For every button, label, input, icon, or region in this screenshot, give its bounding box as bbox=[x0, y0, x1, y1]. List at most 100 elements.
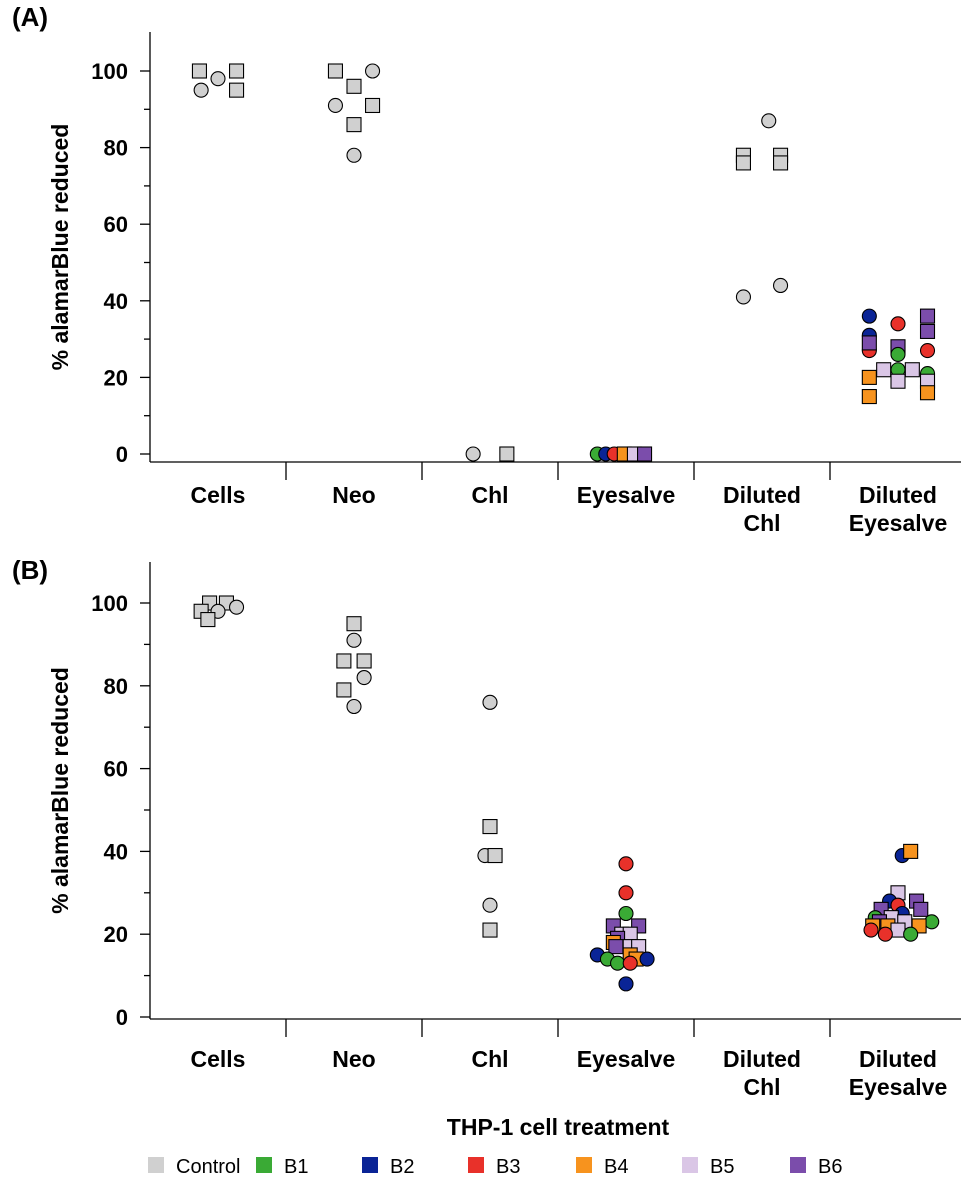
x-tick-label: Diluted Eyesalve bbox=[849, 1046, 947, 1100]
x-axis-label: THP-1 cell treatment bbox=[447, 1114, 670, 1140]
data-point-circle bbox=[618, 856, 634, 872]
x-tick-label: Diluted Eyesalve bbox=[849, 482, 947, 536]
legend-label: B3 bbox=[496, 1156, 520, 1178]
data-point-square bbox=[861, 369, 877, 385]
legend-label: B4 bbox=[604, 1156, 628, 1178]
data-point-square bbox=[346, 117, 362, 133]
data-point-square bbox=[229, 82, 245, 98]
legend-swatch bbox=[256, 1157, 272, 1173]
data-point-square bbox=[876, 362, 892, 378]
x-tick-label: Chl bbox=[471, 482, 508, 508]
x-tick-label: Chl bbox=[471, 1046, 508, 1072]
legend: Control B1 B2 B3 B4 B5 B6 bbox=[148, 1156, 842, 1178]
y-tick-label: 60 bbox=[104, 757, 128, 782]
legend-swatch bbox=[148, 1157, 164, 1173]
legend-item: B2 bbox=[362, 1156, 414, 1178]
data-point-circle bbox=[482, 897, 498, 913]
data-point-circle bbox=[877, 926, 893, 942]
data-point-circle bbox=[761, 113, 777, 129]
data-point-circle bbox=[365, 63, 381, 79]
data-point-square bbox=[913, 901, 929, 917]
x-tick-label: Eyesalve bbox=[577, 482, 675, 508]
panel-b: (B) 0 20 40 60 80 100 % alamarBlue reduced Cells… bbox=[12, 555, 961, 1100]
legend-label: B6 bbox=[818, 1156, 842, 1178]
data-point-square bbox=[336, 682, 352, 698]
x-tick-label: Diluted Chl bbox=[723, 1046, 801, 1100]
data-point-circle bbox=[482, 694, 498, 710]
data-point-square bbox=[482, 819, 498, 835]
y-axis-label: % alamarBlue reduced bbox=[47, 124, 73, 371]
data-point-circle bbox=[639, 951, 655, 967]
data-point-square bbox=[904, 362, 920, 378]
data-point-circle bbox=[618, 885, 634, 901]
data-point-square bbox=[919, 308, 936, 324]
data-point-square bbox=[890, 373, 906, 389]
legend-swatch bbox=[576, 1157, 592, 1173]
data-point-circle bbox=[903, 926, 919, 942]
x-tick-label: Neo bbox=[332, 1046, 375, 1072]
data-point-circle bbox=[193, 82, 209, 98]
data-point-circle bbox=[890, 316, 906, 332]
data-point-square bbox=[903, 843, 919, 859]
x-tick-label: Cells bbox=[191, 482, 246, 508]
data-point-circle bbox=[229, 599, 245, 615]
legend-swatch bbox=[790, 1157, 806, 1173]
legend-label: B2 bbox=[390, 1156, 414, 1178]
data-point-circle bbox=[735, 289, 751, 305]
legend-item: B5 bbox=[682, 1156, 734, 1178]
data-point-circle bbox=[327, 97, 343, 114]
legend-item: B1 bbox=[256, 1156, 308, 1178]
data-point-square bbox=[336, 653, 352, 669]
data-point-square bbox=[773, 155, 789, 171]
y-tick-label: 80 bbox=[104, 674, 128, 699]
y-tick-label: 100 bbox=[91, 59, 128, 84]
data-point-circle bbox=[863, 922, 879, 938]
data-point-square bbox=[191, 63, 207, 79]
legend-label: B5 bbox=[710, 1156, 734, 1178]
data-point-square bbox=[919, 323, 936, 339]
x-tick-label: Cells bbox=[191, 1046, 246, 1072]
legend-item: Control bbox=[148, 1156, 240, 1178]
legend-swatch bbox=[682, 1157, 698, 1173]
data-point-square bbox=[346, 78, 362, 94]
y-tick-label: 20 bbox=[104, 922, 128, 947]
legend-item: B6 bbox=[790, 1156, 842, 1178]
y-tick-label: 20 bbox=[104, 365, 128, 390]
legend-label: B1 bbox=[284, 1156, 308, 1178]
data-point-square bbox=[229, 63, 245, 79]
panel-a: (A) 0 20 40 60 80 100 % alamarBlue reduced Cells… bbox=[12, 2, 961, 536]
data-point-square bbox=[499, 446, 515, 462]
data-point-circle bbox=[773, 277, 789, 294]
legend-item: B3 bbox=[468, 1156, 520, 1178]
data-point-square bbox=[919, 385, 936, 401]
y-tick-label: 40 bbox=[104, 289, 128, 314]
data-point-circle bbox=[618, 905, 634, 922]
data-point-circle bbox=[924, 914, 940, 930]
x-tick-label: Eyesalve bbox=[577, 1046, 675, 1072]
y-axis-label: % alamarBlue reduced bbox=[47, 667, 73, 914]
data-point-circle bbox=[919, 343, 936, 359]
legend-swatch bbox=[468, 1157, 484, 1173]
data-point-circle bbox=[622, 955, 638, 971]
x-tick-label: Neo bbox=[332, 482, 375, 508]
data-point-square bbox=[365, 97, 381, 114]
y-tick-label: 40 bbox=[104, 839, 128, 864]
y-tick-label: 0 bbox=[116, 442, 128, 467]
data-point-square bbox=[861, 335, 877, 351]
data-point-circle bbox=[346, 147, 362, 163]
data-point-circle bbox=[610, 955, 626, 971]
data-point-square bbox=[356, 653, 372, 669]
data-point-circle bbox=[356, 669, 372, 686]
data-point-square bbox=[346, 616, 362, 632]
data-point-square bbox=[327, 63, 343, 79]
legend-swatch bbox=[362, 1157, 378, 1173]
y-tick-label: 100 bbox=[91, 591, 128, 616]
legend-label: Control bbox=[176, 1156, 240, 1178]
data-point-circle bbox=[890, 346, 906, 362]
data-point-square bbox=[637, 446, 653, 462]
data-point-square bbox=[200, 612, 216, 628]
data-point-circle bbox=[346, 698, 362, 715]
data-point-square bbox=[861, 388, 877, 405]
data-point-square bbox=[735, 155, 751, 171]
